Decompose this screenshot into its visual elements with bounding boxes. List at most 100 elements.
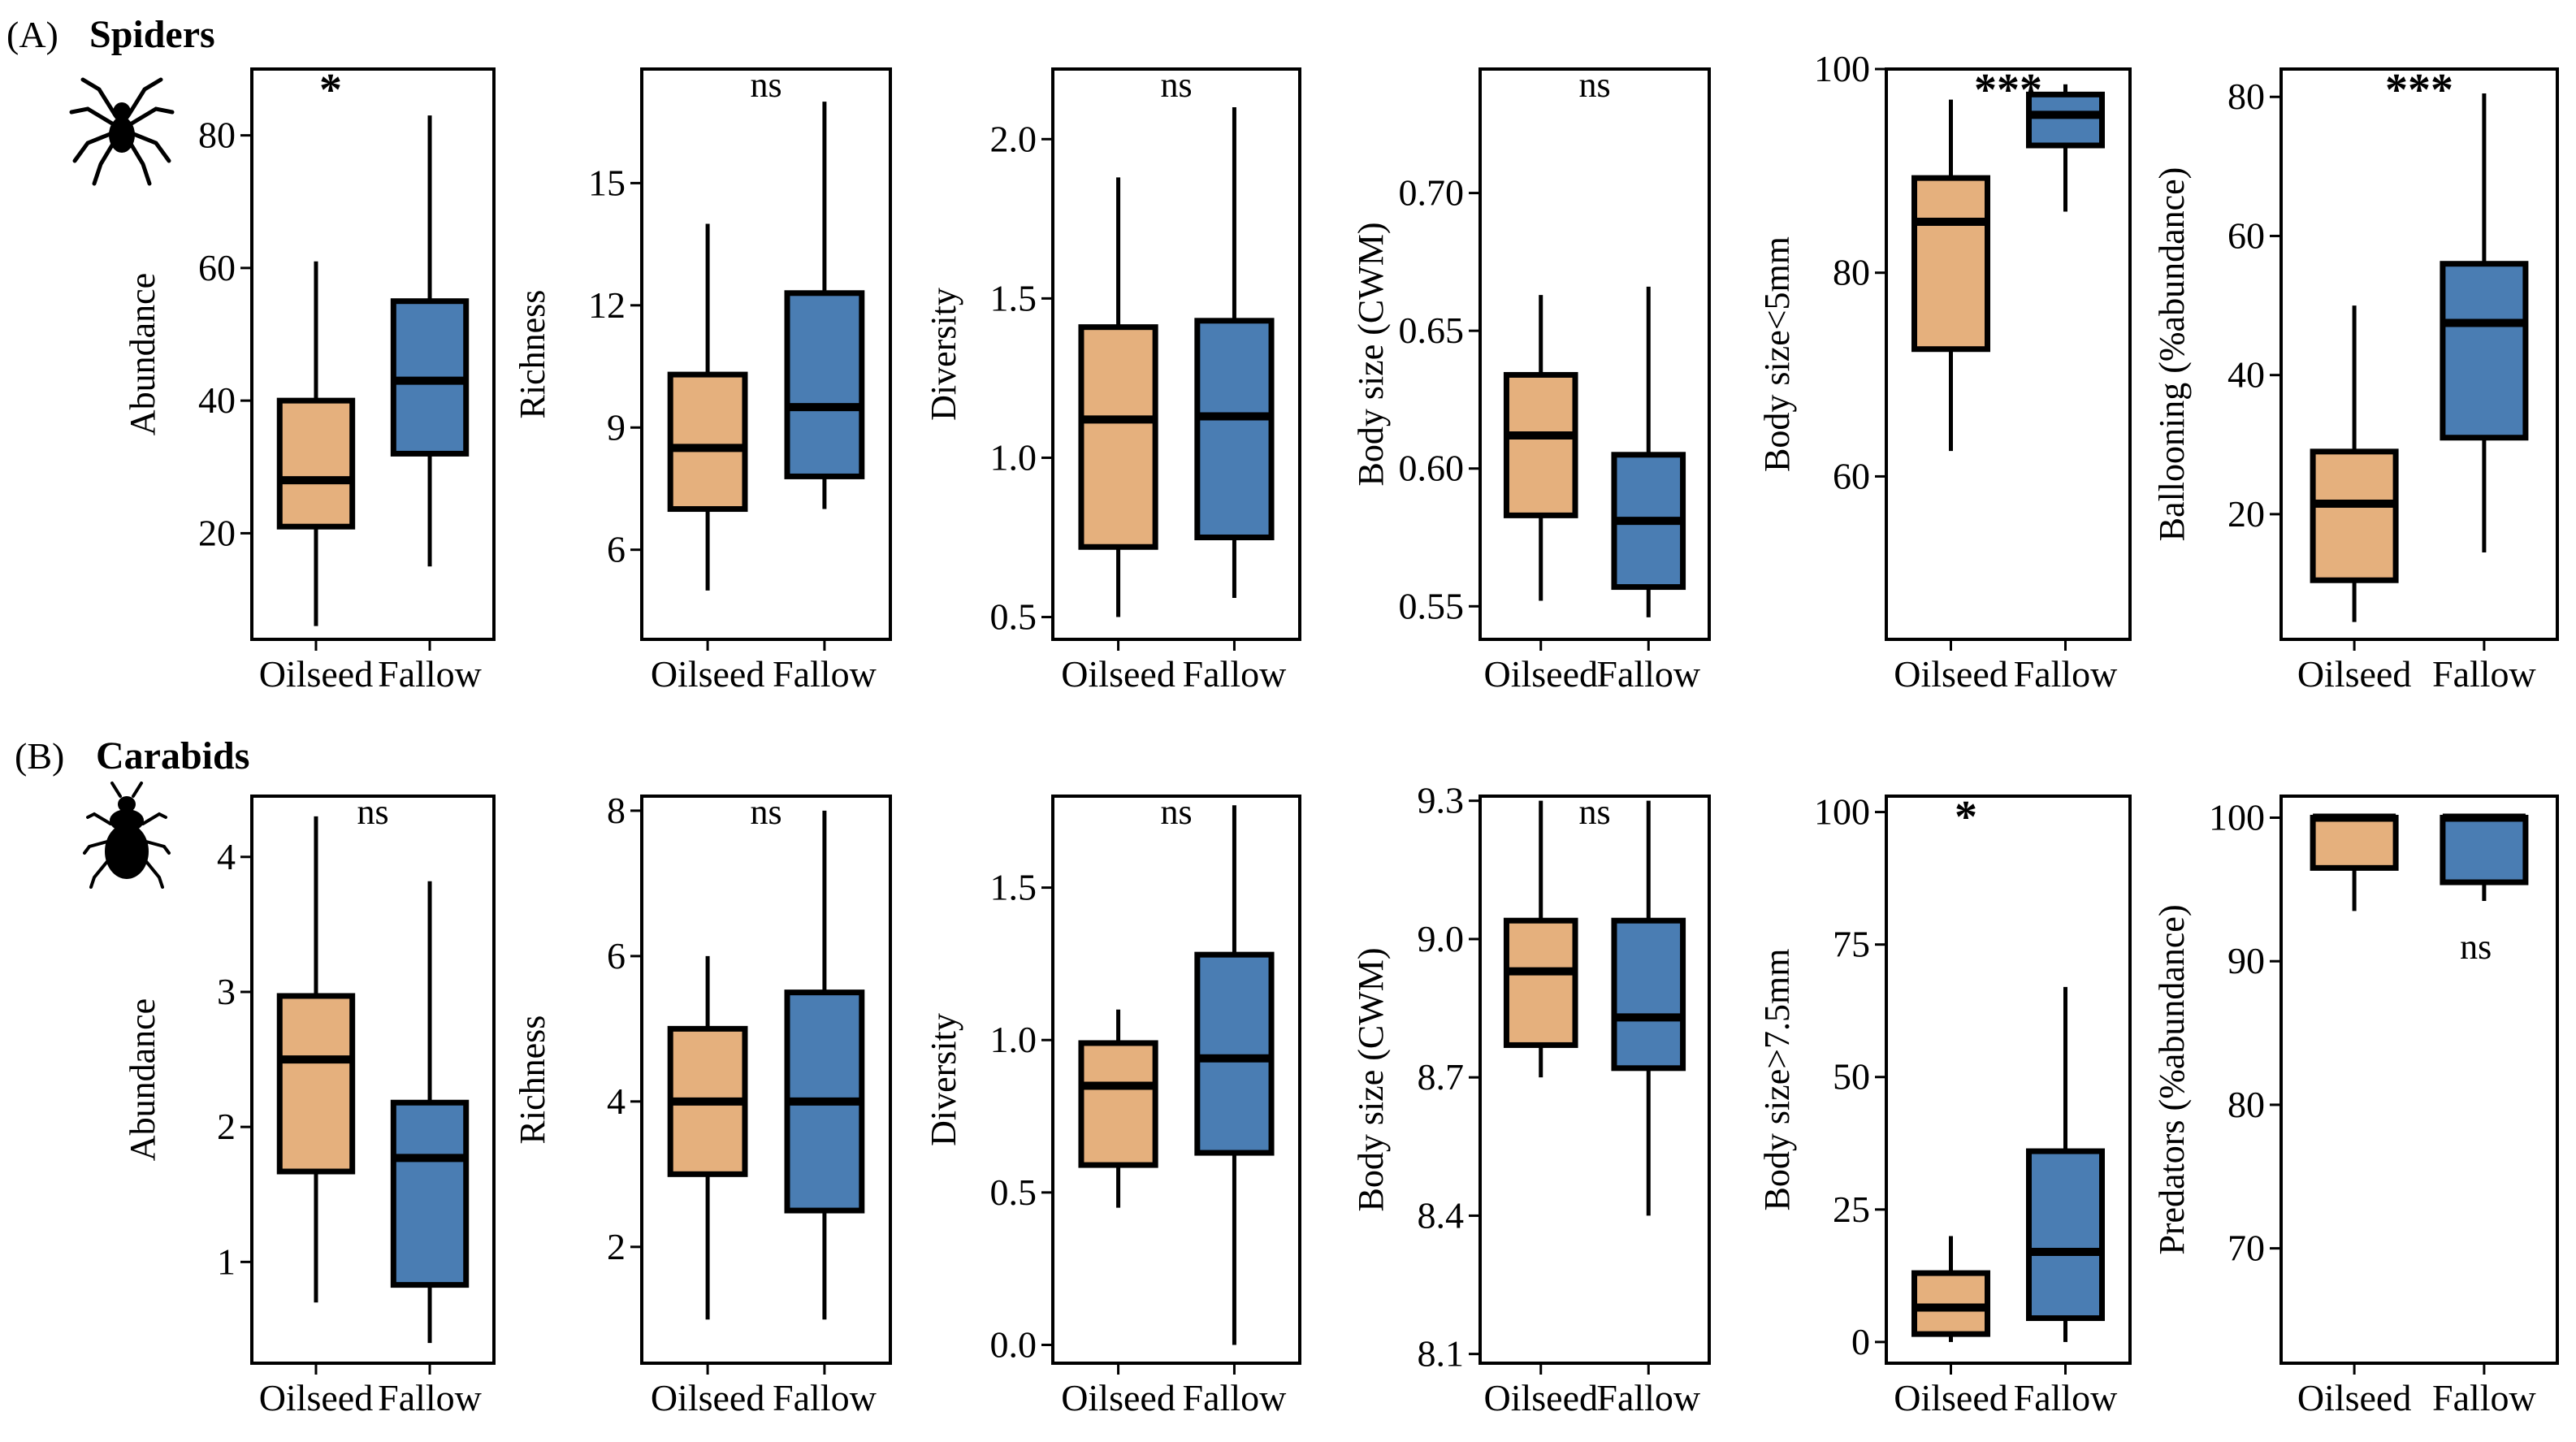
y-tick-label: 9 [607,406,626,448]
iqr-box [276,993,356,1175]
iqr-box [2310,815,2399,871]
box-oilseed [2310,305,2399,622]
box-oilseed [667,955,748,1320]
panel-carabids-4: 8.1 8.4 8.7 9.0 9.3 Body size (CWM) OilseedFal… [1351,780,1711,1418]
y-axis-label: Body size (CWM) [1351,947,1391,1211]
x-tick-label-fallow: Fallow [378,1377,483,1418]
iqr-box [1503,917,1578,1048]
box-fallow [1194,805,1275,1345]
x-tick-label-fallow: Fallow [2432,653,2537,695]
panel-spiders-5: 60 80 100 Body size<5mm Oilseed Fallow *** [1757,48,2132,695]
beetle-icon [83,782,171,889]
plot-frame [1885,795,2132,1365]
y-tick-label: 70 [2227,1228,2265,1269]
x-tick-label-oilseed: Oilseed [1061,653,1175,695]
box-oilseed [1911,99,1990,452]
plot-frame [250,795,496,1365]
y-tick-label: 100 [1814,791,1870,833]
box-fallow [2026,986,2105,1342]
y-tick-label: 6 [607,529,626,570]
iqr-box [276,397,356,530]
y-tick-label: 0 [1851,1321,1870,1362]
y-axis-label: Body size<5mm [1757,236,1797,472]
x-tick-label-oilseed: Oilseed [259,653,374,695]
x-tick-label-fallow: Fallow [773,653,877,695]
plot-frame [1051,795,1301,1365]
significance-label: * [319,65,342,115]
panel-spiders-1: 20 40 60 80 Abundance Oilseed Fallow * [123,65,496,695]
box-fallow [1611,800,1686,1216]
box-oilseed [1503,800,1578,1078]
row-a-tag: (A) [6,14,58,55]
y-tick-label: 60 [1833,455,1870,496]
iqr-box [1078,324,1158,550]
y-tick-label: 80 [1833,252,1870,293]
x-tick-label-fallow: Fallow [2432,1377,2537,1418]
y-tick-label: 80 [198,115,236,156]
box-fallow [2440,93,2529,552]
y-tick-label: 25 [1833,1189,1870,1230]
box-fallow [1194,107,1275,599]
x-tick-label-oilseed: Oilseed [1483,653,1598,695]
plot-frame [1478,67,1711,641]
x-tick-label-oilseed: Oilseed [1483,1377,1598,1418]
significance-label: ns [357,792,388,832]
y-tick-label: 9.3 [1418,780,1465,821]
y-tick-label: 8.4 [1418,1194,1465,1236]
y-tick-label: 1.5 [990,867,1037,908]
significance-label: ns [1160,792,1192,832]
y-axis-label: Richness [513,1015,552,1145]
box-oilseed [276,816,356,1303]
box-oilseed [1911,1236,1990,1342]
y-tick-label: 2.0 [990,118,1037,159]
y-tick-label: 0.55 [1399,585,1465,626]
x-tick-label-oilseed: Oilseed [1894,653,2008,695]
panel-carabids-1: 1 2 3 4 Abundance Oilseed Fallow ns [123,792,496,1418]
y-tick-label: 8.1 [1418,1333,1465,1375]
x-tick-label-fallow: Fallow [1596,1377,1701,1418]
plot-frame [640,67,892,641]
x-tick-label-fallow: Fallow [378,653,483,695]
box-oilseed [1078,1009,1158,1208]
iqr-box [390,1099,470,1288]
x-tick-label-oilseed: Oilseed [651,653,765,695]
iqr-box [1078,1040,1158,1168]
panel-carabids-3: 0.0 0.5 1.0 1.5 Diversity Oilseed Fallow ns [924,792,1301,1418]
box-fallow [2026,84,2105,212]
y-tick-label: 0.5 [990,596,1037,638]
panel-carabids-5: 0 25 50 75 100 Body size>7.5mm Oilseed Fallow * [1757,791,2132,1418]
y-tick-label: 4 [607,1080,626,1122]
row-b-tag: (B) [15,735,64,777]
y-tick-label: 40 [198,379,236,421]
y-tick-label: 90 [2227,940,2265,981]
significance-label: ns [1160,65,1192,105]
y-tick-label: 60 [2227,214,2265,256]
box-oilseed [2310,813,2399,912]
y-axis-label: Diversity [924,288,963,421]
iqr-box [1611,917,1686,1072]
y-tick-label: 8.7 [1418,1056,1465,1098]
panel-spiders-3: 0.5 1.0 1.5 2.0 Diversity Oilseed Fallow ns [924,65,1301,695]
plot-frame [250,67,496,641]
box-fallow [1611,286,1686,617]
plot-frame [640,795,892,1365]
y-tick-label: 80 [2227,76,2265,117]
plot-frame [2279,67,2559,641]
y-axis-label: Ballooning (%abundance) [2152,167,2192,542]
box-oilseed [1078,177,1158,617]
iqr-box [1911,175,1990,353]
y-axis-label: Richness [513,290,552,419]
iqr-box [2440,815,2529,886]
x-tick-label-oilseed: Oilseed [651,1377,765,1418]
x-tick-label-fallow: Fallow [1183,1377,1288,1418]
y-axis-label: Predators (%abundance) [2152,904,2192,1254]
x-tick-label-fallow: Fallow [2014,1377,2119,1418]
y-tick-label: 0.0 [990,1323,1037,1365]
iqr-box [2310,448,2399,583]
y-tick-label: 2 [607,1226,626,1267]
y-tick-label: 9.0 [1418,918,1465,959]
y-tick-label: 4 [217,836,236,877]
box-fallow [2440,813,2529,901]
